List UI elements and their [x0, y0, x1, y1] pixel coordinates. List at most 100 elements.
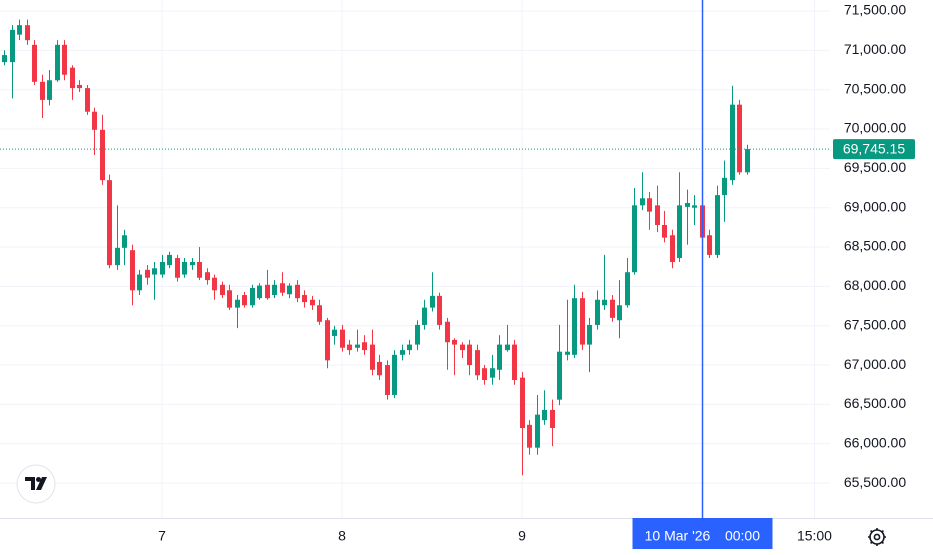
y-tick-label: 66,000.00 — [844, 434, 906, 450]
candle-body — [535, 414, 540, 448]
last-price-badge — [833, 139, 915, 160]
candle-body — [520, 377, 525, 428]
candle-body — [317, 305, 322, 322]
candle-body — [340, 329, 345, 348]
candle-body — [62, 44, 67, 75]
candle-body — [722, 177, 727, 196]
candle-body — [40, 81, 45, 100]
candle-body — [392, 354, 397, 395]
candle-body — [527, 424, 532, 448]
candle-body — [220, 284, 225, 296]
candle-body — [415, 324, 420, 345]
y-tick-label: 71,500.00 — [844, 2, 906, 18]
candle-body — [640, 198, 645, 206]
candle-body — [85, 88, 90, 112]
candle-body — [737, 104, 742, 173]
candle-body — [130, 250, 135, 291]
tradingview-logo — [16, 464, 56, 504]
candle-body — [460, 344, 465, 351]
candle-body — [745, 149, 750, 173]
candle-body — [227, 290, 232, 308]
x-tick-label: 9 — [518, 528, 526, 544]
candle-body — [587, 324, 592, 345]
candle-body — [692, 205, 697, 208]
candle-body — [430, 295, 435, 308]
candle-body — [655, 205, 660, 226]
candle-body — [115, 247, 120, 266]
candle-body — [715, 195, 720, 255]
candle-body — [467, 344, 472, 366]
candle-body — [167, 254, 172, 266]
overlay: 69,745.15 — [0, 0, 915, 518]
candle-body — [400, 350, 405, 355]
candle-body — [557, 351, 562, 400]
y-tick-label: 71,000.00 — [844, 41, 906, 57]
candle-body — [242, 295, 247, 306]
candle-body — [100, 129, 105, 181]
candle-body — [632, 205, 637, 273]
last-price-label: 69,745.15 — [843, 140, 905, 156]
candle-body — [295, 284, 300, 299]
y-tick-label: 69,000.00 — [844, 198, 906, 214]
candle-body — [302, 295, 307, 303]
crosshair-date-label: 10 Mar '26 — [645, 528, 711, 544]
candle-body — [92, 111, 97, 130]
candle-body — [235, 299, 240, 308]
candle-body — [32, 44, 37, 82]
candle-body — [152, 268, 157, 275]
candle-body — [490, 368, 495, 378]
crosshair-time-label: 00:00 — [725, 528, 760, 544]
candle-body — [625, 272, 630, 306]
candle-body — [145, 269, 150, 278]
candle-body — [250, 287, 255, 306]
candle-body — [47, 80, 52, 100]
candle-body — [647, 198, 652, 212]
candle-body — [370, 344, 375, 370]
candle-body — [355, 344, 360, 348]
x-tick-label: 8 — [338, 528, 346, 544]
candle-body — [137, 274, 142, 291]
candle-body — [310, 299, 315, 306]
candle-body — [385, 365, 390, 395]
y-tick-label: 70,000.00 — [844, 120, 906, 136]
candle-body — [272, 284, 277, 296]
y-tick-label: 67,500.00 — [844, 316, 906, 332]
settings-button[interactable] — [868, 528, 886, 546]
candle-body — [730, 104, 735, 181]
candle-body — [482, 368, 487, 381]
candle-body — [377, 361, 382, 376]
candle-body — [190, 261, 195, 266]
candle-body — [160, 261, 165, 275]
candle-body — [362, 342, 367, 351]
candle-body — [707, 235, 712, 255]
candle-body — [550, 409, 555, 428]
candle-body — [685, 202, 690, 207]
candle-body — [70, 67, 75, 89]
candle-body — [197, 261, 202, 278]
crosshair-time-badge — [632, 518, 773, 549]
candle-body — [265, 284, 270, 299]
candle-body — [542, 409, 547, 421]
candle-body — [205, 272, 210, 281]
candle-body — [122, 235, 127, 248]
candle-body — [572, 298, 577, 355]
candle-body — [407, 344, 412, 351]
candle-body — [617, 305, 622, 321]
candle-body — [287, 285, 292, 295]
candle-body — [670, 235, 675, 262]
candle-body — [257, 285, 262, 299]
candle-body — [2, 55, 7, 63]
candle-body — [175, 258, 180, 278]
candle-body — [55, 44, 60, 81]
y-tick-label: 65,500.00 — [844, 474, 906, 490]
candle-body — [212, 277, 217, 291]
candle-body — [182, 261, 187, 275]
candle-body — [77, 84, 82, 89]
candle-body — [107, 180, 112, 266]
candle-body — [505, 344, 510, 351]
y-tick-label: 67,000.00 — [844, 356, 906, 372]
y-tick-label: 70,500.00 — [844, 80, 906, 96]
candle-body — [325, 320, 330, 361]
candle-body — [475, 350, 480, 376]
